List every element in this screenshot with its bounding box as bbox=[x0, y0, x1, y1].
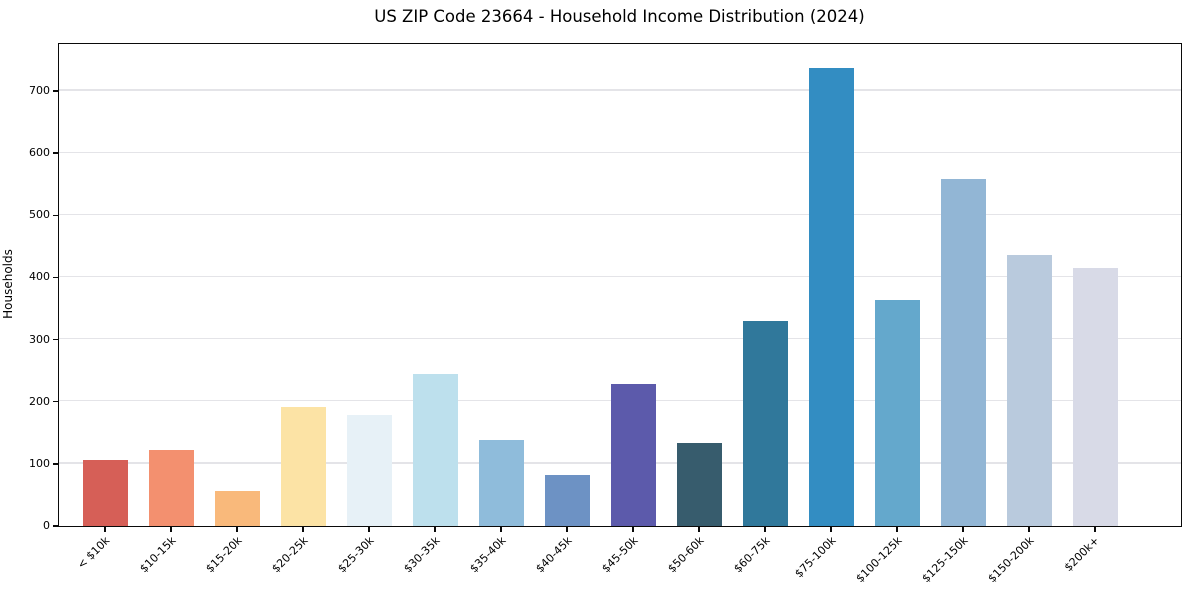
x-tick-mark bbox=[434, 527, 436, 532]
y-tick-label: 200 bbox=[29, 394, 50, 408]
y-tick-mark bbox=[53, 276, 58, 279]
x-tick-mark bbox=[962, 527, 964, 532]
y-tick-label: 700 bbox=[29, 83, 50, 97]
x-tick-label: $125-150k bbox=[919, 534, 971, 586]
bar bbox=[280, 406, 326, 526]
bar bbox=[346, 414, 392, 526]
x-tick-mark bbox=[896, 527, 898, 532]
chart-title: US ZIP Code 23664 - Household Income Dis… bbox=[374, 7, 865, 26]
y-tick-mark bbox=[53, 152, 58, 154]
x-tick-mark bbox=[764, 527, 766, 532]
bar bbox=[610, 383, 656, 526]
x-tick-label: $10-15k bbox=[136, 534, 179, 576]
x-tick-mark bbox=[236, 527, 238, 532]
gridline bbox=[59, 338, 1181, 340]
gridline bbox=[59, 89, 1181, 91]
bar bbox=[742, 320, 788, 526]
y-tick-mark bbox=[53, 463, 58, 465]
bar bbox=[874, 300, 920, 526]
x-tick-mark bbox=[830, 527, 832, 532]
x-tick-mark bbox=[104, 527, 106, 532]
gridline bbox=[59, 213, 1181, 215]
bar bbox=[214, 490, 260, 526]
x-tick-mark bbox=[500, 527, 502, 532]
x-tick-label: $25-30k bbox=[334, 534, 377, 576]
gridline bbox=[59, 151, 1181, 153]
x-tick-mark bbox=[170, 527, 172, 532]
bar bbox=[1006, 255, 1052, 526]
x-tick-label: $45-50k bbox=[598, 534, 641, 576]
y-tick-mark bbox=[53, 338, 58, 341]
x-tick-label: $60-75k bbox=[730, 534, 773, 576]
bar bbox=[82, 459, 128, 526]
x-tick-mark bbox=[368, 527, 370, 532]
bar bbox=[808, 68, 854, 526]
x-tick-mark bbox=[1028, 527, 1030, 532]
y-tick-label: 100 bbox=[29, 456, 50, 470]
x-tick-mark bbox=[1094, 527, 1096, 532]
y-tick-label: 600 bbox=[29, 146, 50, 160]
y-tick-label: 0 bbox=[43, 519, 50, 532]
y-tick-label: 400 bbox=[29, 270, 50, 284]
bar bbox=[676, 443, 722, 526]
y-tick-label: 500 bbox=[29, 208, 50, 222]
x-tick-mark bbox=[302, 527, 304, 532]
x-tick-label: $15-20k bbox=[202, 534, 245, 576]
y-tick-mark bbox=[53, 525, 58, 527]
bar bbox=[478, 439, 524, 526]
bar bbox=[148, 450, 194, 526]
x-tick-label: $35-40k bbox=[466, 534, 509, 576]
x-tick-mark bbox=[698, 527, 700, 532]
x-tick-label: $200k+ bbox=[1062, 534, 1103, 575]
y-tick-mark bbox=[53, 214, 58, 217]
plot-area bbox=[58, 43, 1182, 527]
x-tick-mark bbox=[632, 527, 634, 532]
bar bbox=[940, 178, 986, 526]
x-tick-label: $100-125k bbox=[853, 534, 905, 586]
x-tick-label: $150-200k bbox=[985, 534, 1037, 586]
y-tick-mark bbox=[53, 400, 58, 403]
bar bbox=[544, 475, 590, 526]
x-tick-label: $20-25k bbox=[268, 534, 311, 576]
bar bbox=[1072, 268, 1118, 526]
y-tick-mark bbox=[53, 90, 58, 92]
x-tick-label: < $10k bbox=[74, 534, 113, 572]
x-tick-label: $75-100k bbox=[791, 534, 839, 581]
y-tick-label: 300 bbox=[29, 332, 50, 346]
x-tick-label: $40-45k bbox=[532, 534, 575, 576]
bar bbox=[412, 373, 458, 526]
gridline bbox=[59, 275, 1181, 278]
x-tick-label: $30-35k bbox=[400, 534, 443, 576]
x-tick-label: $50-60k bbox=[664, 534, 707, 576]
x-tick-mark bbox=[566, 527, 568, 532]
